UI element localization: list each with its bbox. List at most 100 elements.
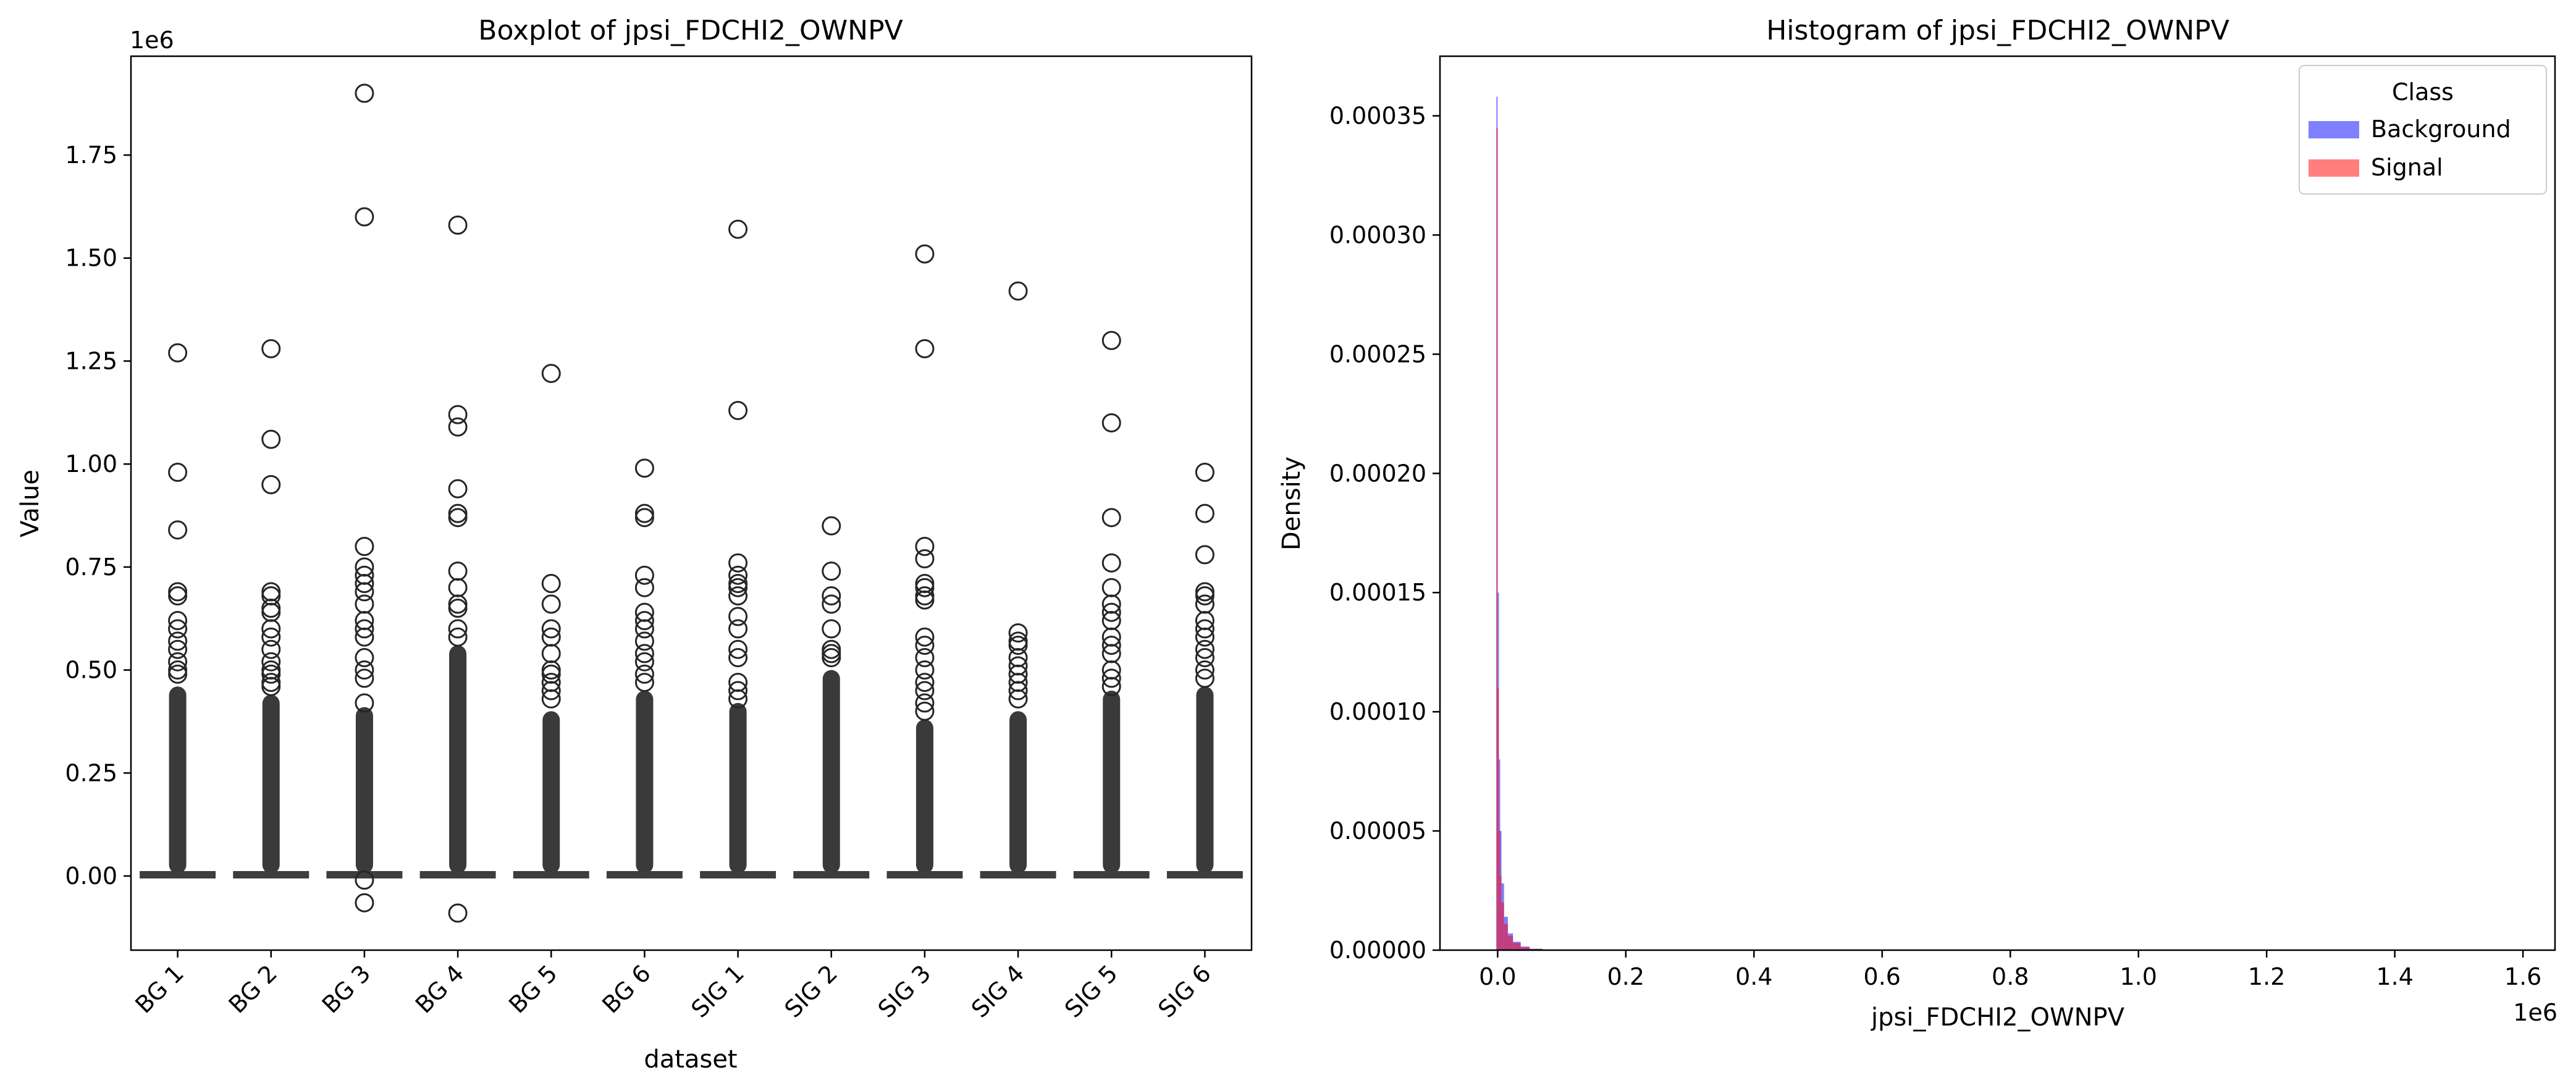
outlier-point: [168, 652, 188, 672]
boxplot-title: Boxplot of jpsi_FDCHI2_OWNPV: [478, 15, 903, 46]
histogram-x-ticks: 0.0 0.2 0.4 0.6 0.8 1.0 1.2 1.4 1.6: [1479, 950, 2541, 990]
outlier-point: [261, 676, 281, 696]
histogram-bar: [1513, 943, 1521, 950]
outlier-point: [915, 681, 935, 701]
outlier-point: [822, 586, 841, 606]
outlier-point: [728, 219, 748, 239]
histogram-y-ticks: 0.00000 0.00005 0.00010 0.00015 0.00020 0.000…: [1329, 102, 1440, 964]
outlier-point: [1195, 660, 1214, 680]
outlier-point: [261, 627, 281, 647]
histogram-x-offset-label: 1e6: [2513, 999, 2557, 1026]
outlier-point: [634, 565, 654, 585]
dense-outlier-band: [822, 670, 840, 874]
legend-swatch-background: [2309, 121, 2359, 138]
boxplot-axes-frame: [130, 55, 1253, 951]
outlier-point: [541, 644, 561, 663]
outlier-point: [355, 619, 374, 639]
outlier-point: [355, 574, 374, 594]
outlier-point: [915, 693, 935, 713]
outlier-point: [915, 590, 935, 610]
outlier-point: [1101, 331, 1121, 350]
histogram-x-tick-label: 0.4: [1735, 963, 1772, 990]
outlier-point: [541, 660, 561, 680]
dense-outlier-band: [449, 645, 467, 874]
outlier-point: [634, 508, 654, 528]
histogram-marks: [1496, 96, 1543, 951]
outlier-point: [1008, 636, 1028, 655]
outlier-point: [634, 644, 654, 663]
histogram-y-tick-label: 0.00025: [1329, 340, 1426, 368]
outlier-point: [1195, 545, 1214, 565]
outlier-point: [915, 636, 935, 655]
histogram-bar: [1501, 902, 1504, 950]
outlier-point: [355, 594, 374, 614]
outlier-point: [634, 664, 654, 684]
outlier-point: [168, 639, 188, 659]
outlier-point: [355, 660, 374, 680]
boxplot-x-tick-label: BG 5: [503, 959, 563, 1019]
boxplot-x-ticks: BG 1 BG 2 BG 3 BG 4 BG 5 BG 6 SIG 1 SIG 2 SIG 3 S…: [130, 950, 1216, 1023]
outlier-point: [728, 619, 748, 639]
outlier-point: [541, 594, 561, 614]
boxplot-x-tick-label: SIG 6: [1153, 959, 1216, 1023]
outlier-point: [822, 562, 841, 581]
histogram-x-axis-label: jpsi_FDCHI2_OWNPV: [1871, 1003, 2125, 1032]
outlier-point: [728, 681, 748, 701]
outlier-point: [168, 611, 188, 631]
outlier-point: [728, 607, 748, 626]
boxplot-x-tick-label: SIG 2: [780, 959, 843, 1023]
boxplot-y-tick-label: 1.50: [65, 245, 117, 272]
histogram-y-tick-label: 0.00000: [1329, 937, 1426, 964]
outlier-point: [634, 578, 654, 597]
histogram-x-tick-label: 0.0: [1479, 963, 1516, 990]
outlier-point: [541, 363, 561, 383]
outlier-point: [822, 619, 841, 639]
outlier-point: [355, 693, 374, 713]
legend-frame: [2299, 65, 2547, 195]
outlier-point: [1101, 508, 1121, 528]
histogram-x-tick-label: 1.6: [2504, 963, 2541, 990]
outlier-point: [541, 681, 561, 701]
dense-outlier-band: [542, 711, 560, 874]
outlier-point: [355, 648, 374, 668]
histogram-y-tick-label: 0.00010: [1329, 698, 1426, 725]
outlier-point: [728, 578, 748, 597]
outlier-point: [728, 639, 748, 659]
histogram-x-tick-label: 1.2: [2248, 963, 2285, 990]
outlier-point: [448, 903, 468, 923]
outlier-point: [728, 648, 748, 668]
histogram-axes-frame: [1439, 55, 2556, 951]
histogram-series-signal: [1496, 127, 1543, 950]
dense-outlier-band: [355, 707, 373, 874]
outlier-point: [728, 574, 748, 594]
boxplot-x-tick-label: SIG 1: [686, 959, 749, 1023]
boxplot-x-tick-label: BG 3: [317, 959, 376, 1019]
histogram-bar: [1499, 831, 1501, 950]
outlier-point: [634, 611, 654, 631]
histogram-bar: [1497, 688, 1499, 950]
outlier-point: [168, 343, 188, 363]
outlier-point: [1101, 553, 1121, 573]
outlier-point: [261, 474, 281, 494]
outlier-point: [822, 516, 841, 536]
boxplot-x-axis-label: dataset: [644, 1045, 737, 1074]
outlier-point: [261, 639, 281, 659]
boxplot-y-tick-label: 1.75: [65, 141, 117, 169]
boxplot-y-tick-label: 0.50: [65, 657, 117, 684]
histogram-y-tick-label: 0.00030: [1329, 221, 1426, 248]
box-9: [886, 244, 963, 878]
outlier-point: [448, 562, 468, 581]
histogram-bar: [1496, 127, 1498, 950]
histogram-series-background: [1496, 96, 1543, 951]
outlier-point: [355, 870, 374, 890]
outlier-point: [915, 586, 935, 606]
box-2: [233, 339, 309, 878]
outlier-point: [1195, 462, 1214, 482]
outlier-point: [261, 602, 281, 622]
outlier-point: [448, 508, 468, 528]
legend-label-signal: Signal: [2371, 154, 2443, 181]
outlier-point: [915, 244, 935, 264]
outlier-point: [1195, 668, 1214, 688]
outlier-point: [822, 594, 841, 614]
